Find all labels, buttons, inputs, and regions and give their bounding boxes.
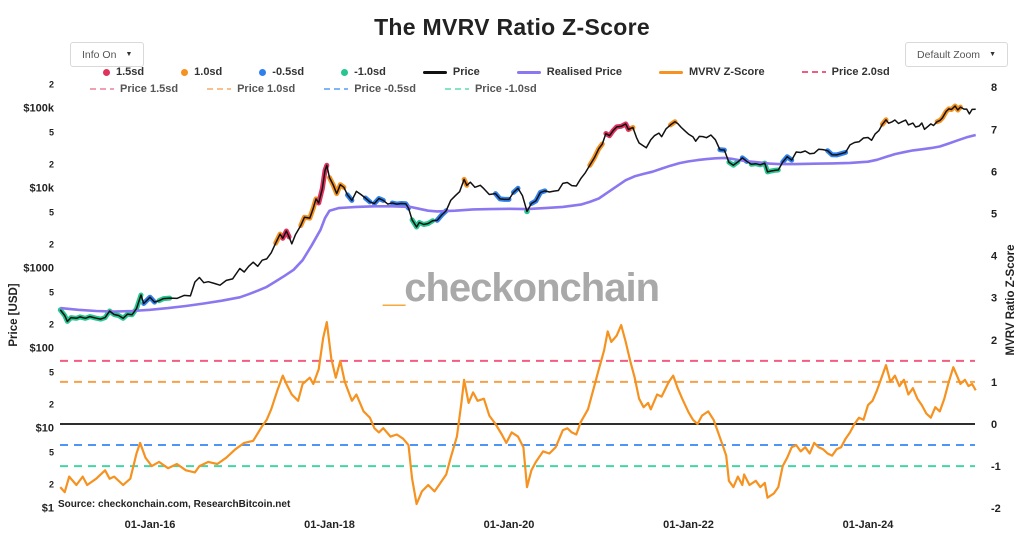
legend-item-label: Price 1.5sd <box>120 83 179 95</box>
legend-line-marker <box>324 87 349 91</box>
price-axis-tick: 2 <box>49 79 54 89</box>
x-axis-tick: 01-Jan-18 <box>304 519 355 531</box>
chevron-down-icon: ▼ <box>989 51 996 58</box>
price-axis-tick: $100 <box>30 343 54 355</box>
legend-item-price[interactable]: Price <box>422 66 480 78</box>
watermark-text: checkonchain <box>404 266 660 310</box>
chevron-down-icon: ▼ <box>125 51 133 58</box>
x-axis-tick: 01-Jan-22 <box>663 519 714 531</box>
legend-item-price-1-5sd[interactable]: Price 1.5sd <box>90 83 178 95</box>
x-axis-tick: 01-Jan-24 <box>843 519 895 531</box>
legend-item-label: Price -1.0sd <box>474 83 537 95</box>
watermark-underscore: _ <box>383 266 405 310</box>
info-toggle-button[interactable]: Info On ▼ <box>70 42 145 67</box>
y-axis-title-price: Price [USD] <box>8 283 20 347</box>
zscore-axis-tick: 0 <box>991 419 997 431</box>
realised-price-line[interactable] <box>60 133 977 313</box>
legend-line-marker <box>659 70 684 74</box>
x-axis-tick: 01-Jan-16 <box>125 519 176 531</box>
legend-item-1-5sd[interactable]: 1.5sd <box>103 66 144 78</box>
legend-item-price-0-5sd[interactable]: Price -0.5sd <box>324 83 416 95</box>
legend-line-marker <box>90 87 114 91</box>
legend-item-1-0sd[interactable]: -1.0sd <box>341 66 386 78</box>
y-axis-title-zscore: MVRV Ratio Z-Score <box>1005 244 1017 356</box>
legend-row-1: 1.5sd 1.0sd -0.5sd -1.0sd Price Realised Pric… <box>103 66 890 78</box>
legend-row-2: Price 1.5sd Price 1.0sd Price -0.5sd Price … <box>90 83 537 95</box>
overlay-segment-1-5sd <box>603 121 631 139</box>
legend-item-label: MVRV Z-Score <box>689 66 765 78</box>
price-axis-tick: 5 <box>49 288 54 298</box>
price-axis-tick: 2 <box>49 479 54 489</box>
zscore-axis-tick: 7 <box>991 124 997 136</box>
legend-dot-marker <box>259 68 267 76</box>
legend-dot-marker <box>103 68 110 76</box>
legend-line-marker <box>422 70 447 74</box>
price-axis-tick: 5 <box>49 448 54 458</box>
zscore-axis-tick: 5 <box>991 209 997 221</box>
zscore-axis-tick: 4 <box>991 251 998 263</box>
price-axis-tick: 2 <box>49 239 54 249</box>
price-axis-tick: $1 <box>42 503 54 515</box>
legend-item-label: -0.5sd <box>272 66 305 78</box>
legend-item-realised-price[interactable]: Realised Price <box>516 66 623 78</box>
zoom-preset-button[interactable]: Default Zoom ▼ <box>905 42 1008 67</box>
zscore-axis-tick: 3 <box>991 293 997 305</box>
zscore-axis-tick: 2 <box>991 335 997 347</box>
x-axis-tick: 01-Jan-20 <box>484 519 535 531</box>
legend-item-price-1-0sd[interactable]: Price -1.0sd <box>444 83 537 95</box>
legend-item-price-1-0sd[interactable]: Price 1.0sd <box>207 83 295 95</box>
price-axis-tick: 5 <box>49 128 54 138</box>
legend-item-price-2-0sd[interactable]: Price 2.0sd <box>801 66 890 78</box>
legend-item-label: Price <box>452 66 480 78</box>
price-axis-tick: 2 <box>49 399 54 409</box>
page-title: The MVRV Ratio Z-Score <box>374 14 650 40</box>
zscore-axis-tick: -2 <box>991 503 1001 515</box>
checkonchain-watermark: _checkonchain <box>383 266 660 311</box>
legend-dot-marker <box>341 68 349 76</box>
zscore-axis-tick: 8 <box>991 82 997 94</box>
price-axis-tick: $10 <box>36 423 54 435</box>
legend-line-marker <box>444 87 469 91</box>
mvrv-zscore-line[interactable] <box>59 321 977 506</box>
legend-item-label: Price -0.5sd <box>354 83 416 95</box>
zscore-axis-tick: 1 <box>991 377 997 389</box>
legend-item-label: -1.0sd <box>354 66 386 78</box>
price-axis-tick: 2 <box>49 319 54 329</box>
legend-line-marker <box>801 70 826 74</box>
legend-item-label: Realised Price <box>546 66 623 78</box>
legend-dot-marker <box>181 68 189 76</box>
legend-item-0-5sd[interactable]: -0.5sd <box>259 66 304 78</box>
legend-item-label: Price 2.0sd <box>831 66 890 78</box>
source-attribution: Source: checkonchain.com, ResearchBitcoi… <box>58 499 291 510</box>
zscore-axis-tick: 6 <box>991 166 997 178</box>
price-axis-tick: $10k <box>30 183 55 195</box>
price-axis-tick: 5 <box>49 208 54 218</box>
zscore-axis-tick: -1 <box>991 461 1001 473</box>
legend-line-marker <box>516 70 541 74</box>
price-axis-tick: 2 <box>49 159 54 169</box>
legend-line-marker <box>207 87 232 91</box>
legend-item-label: Price 1.0sd <box>237 83 296 95</box>
price-line[interactable] <box>59 105 976 323</box>
price-axis-tick: $100k <box>23 103 54 115</box>
legend-item-mvrv-z-score[interactable]: MVRV Z-Score <box>659 66 765 78</box>
info-toggle-label: Info On <box>82 48 117 61</box>
price-axis-tick: $1000 <box>23 263 54 275</box>
price-axis-tick: 5 <box>49 368 54 378</box>
legend-item-label: 1.5sd <box>116 66 145 78</box>
legend-item-1-0sd[interactable]: 1.0sd <box>181 66 222 78</box>
zoom-preset-label: Default Zoom <box>917 48 981 61</box>
legend-item-label: 1.0sd <box>194 66 223 78</box>
